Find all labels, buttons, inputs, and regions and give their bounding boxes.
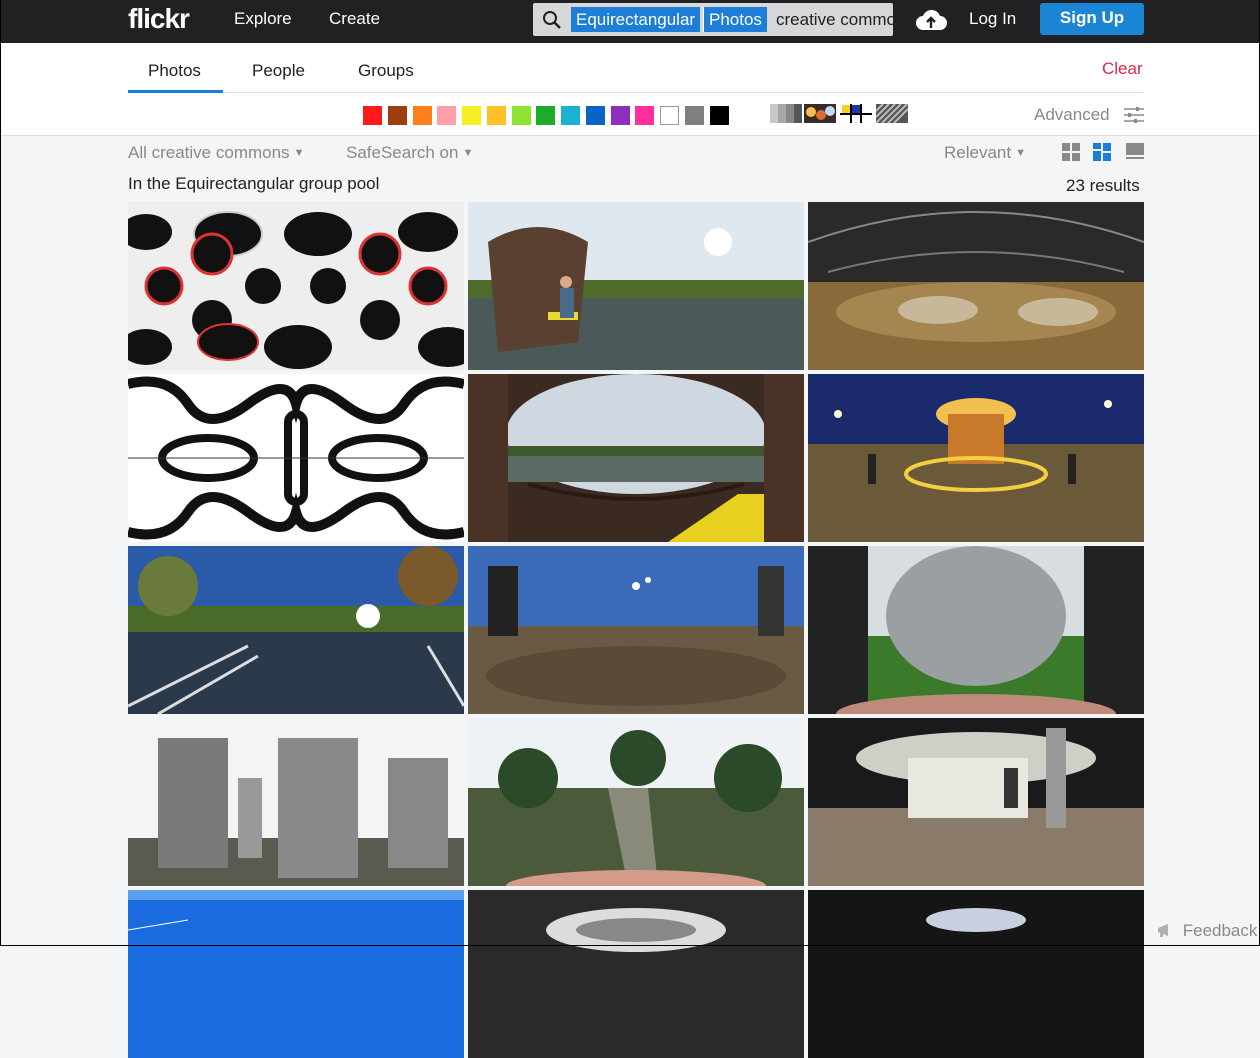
safesearch-dropdown-label: SafeSearch on (346, 143, 459, 162)
color-swatch[interactable] (462, 106, 481, 125)
signup-button[interactable]: Sign Up (1040, 3, 1144, 35)
chevron-down-icon: ▼ (1015, 147, 1026, 159)
color-swatch[interactable] (710, 106, 729, 125)
clear-button[interactable]: Clear (1102, 59, 1143, 78)
photo-hut-by-lake[interactable] (468, 202, 804, 370)
photo-soccer-ball-pattern[interactable] (128, 202, 464, 370)
color-swatch[interactable] (536, 106, 555, 125)
photo-night-carousel[interactable] (808, 374, 1144, 542)
search-subnav: Photos People Groups Clear Advanced (0, 43, 1260, 136)
flickr-logo[interactable]: flickr (128, 3, 190, 34)
photo-lake-bridge-sunny[interactable] (128, 546, 464, 714)
tab-photos[interactable]: Photos (148, 61, 201, 80)
color-swatch[interactable] (685, 106, 704, 125)
photo-holocaust-memorial-stelae[interactable] (128, 718, 464, 886)
color-swatch[interactable] (660, 106, 679, 125)
create-link[interactable]: Create (329, 9, 381, 28)
color-swatch[interactable] (437, 106, 456, 125)
photo-indoor-skatepark[interactable] (808, 202, 1144, 370)
search-query-text[interactable]: creative commons (776, 10, 893, 29)
color-swatch[interactable] (512, 106, 531, 125)
search-field[interactable]: Equirectangular Photos creative commons (533, 3, 893, 36)
feedback-button[interactable]: Feedback (1156, 921, 1257, 941)
color-swatch[interactable] (635, 106, 654, 125)
tab-groups[interactable]: Groups (358, 61, 414, 80)
upload-cloud-icon[interactable] (915, 8, 947, 37)
sort-dropdown[interactable]: Relevant ▼ (944, 143, 1026, 163)
color-swatch[interactable] (561, 106, 580, 125)
color-swatch[interactable] (586, 106, 605, 125)
results-count: 23 results (1066, 176, 1140, 195)
color-swatch[interactable] (413, 106, 432, 125)
search-icon[interactable] (542, 10, 562, 35)
photo-black-white-ball-pattern[interactable] (128, 374, 464, 542)
photo-underground-garage[interactable] (808, 718, 1144, 886)
login-link[interactable]: Log In (969, 9, 1017, 28)
color-swatch[interactable] (611, 106, 630, 125)
tab-divider (128, 92, 1144, 93)
active-tab-indicator (128, 90, 223, 93)
detail-view-icon[interactable] (1126, 143, 1144, 166)
explore-link[interactable]: Explore (234, 9, 292, 28)
sort-dropdown-label: Relevant (944, 143, 1012, 162)
tab-people[interactable]: People (252, 61, 305, 80)
color-swatch[interactable] (363, 106, 382, 125)
search-context-text: In the Equirectangular group pool (128, 174, 380, 193)
photo-dark-hall-partial[interactable] (808, 890, 1144, 1058)
grid-view-icon[interactable] (1062, 143, 1080, 166)
chevron-down-icon: ▼ (293, 147, 305, 159)
photo-car-interior-partial[interactable] (468, 890, 804, 1058)
black-white-filter-icon[interactable] (770, 104, 802, 123)
sliders-icon[interactable] (1124, 107, 1144, 128)
safesearch-dropdown[interactable]: SafeSearch on ▼ (346, 143, 473, 163)
top-nav-bar: flickr Explore Create Equirectangular Ph… (0, 0, 1260, 43)
color-swatch[interactable] (388, 106, 407, 125)
megaphone-icon (1156, 921, 1183, 940)
photo-blue-sky-partial[interactable] (128, 890, 464, 1058)
minimalist-filter-icon[interactable] (840, 104, 872, 123)
photo-concrete-skate-bowl[interactable] (808, 546, 1144, 714)
patterns-filter-icon[interactable] (875, 103, 909, 124)
feedback-label: Feedback (1182, 921, 1258, 940)
shallow-depth-filter-icon[interactable] (804, 104, 836, 123)
search-chip-equirectangular[interactable]: Equirectangular (571, 7, 701, 32)
justified-view-icon[interactable] (1093, 143, 1111, 166)
photo-hut-porch-lake[interactable] (468, 374, 804, 542)
photo-people-gravel-birds[interactable] (468, 546, 804, 714)
photo-forest-path[interactable] (468, 718, 804, 886)
color-swatch[interactable] (487, 106, 506, 125)
chevron-down-icon: ▼ (462, 147, 474, 159)
license-dropdown-label: All creative commons (128, 143, 290, 162)
advanced-search-link[interactable]: Advanced (1034, 105, 1110, 124)
search-chip-photos[interactable]: Photos (703, 7, 767, 32)
license-dropdown[interactable]: All creative commons ▼ (128, 143, 304, 163)
